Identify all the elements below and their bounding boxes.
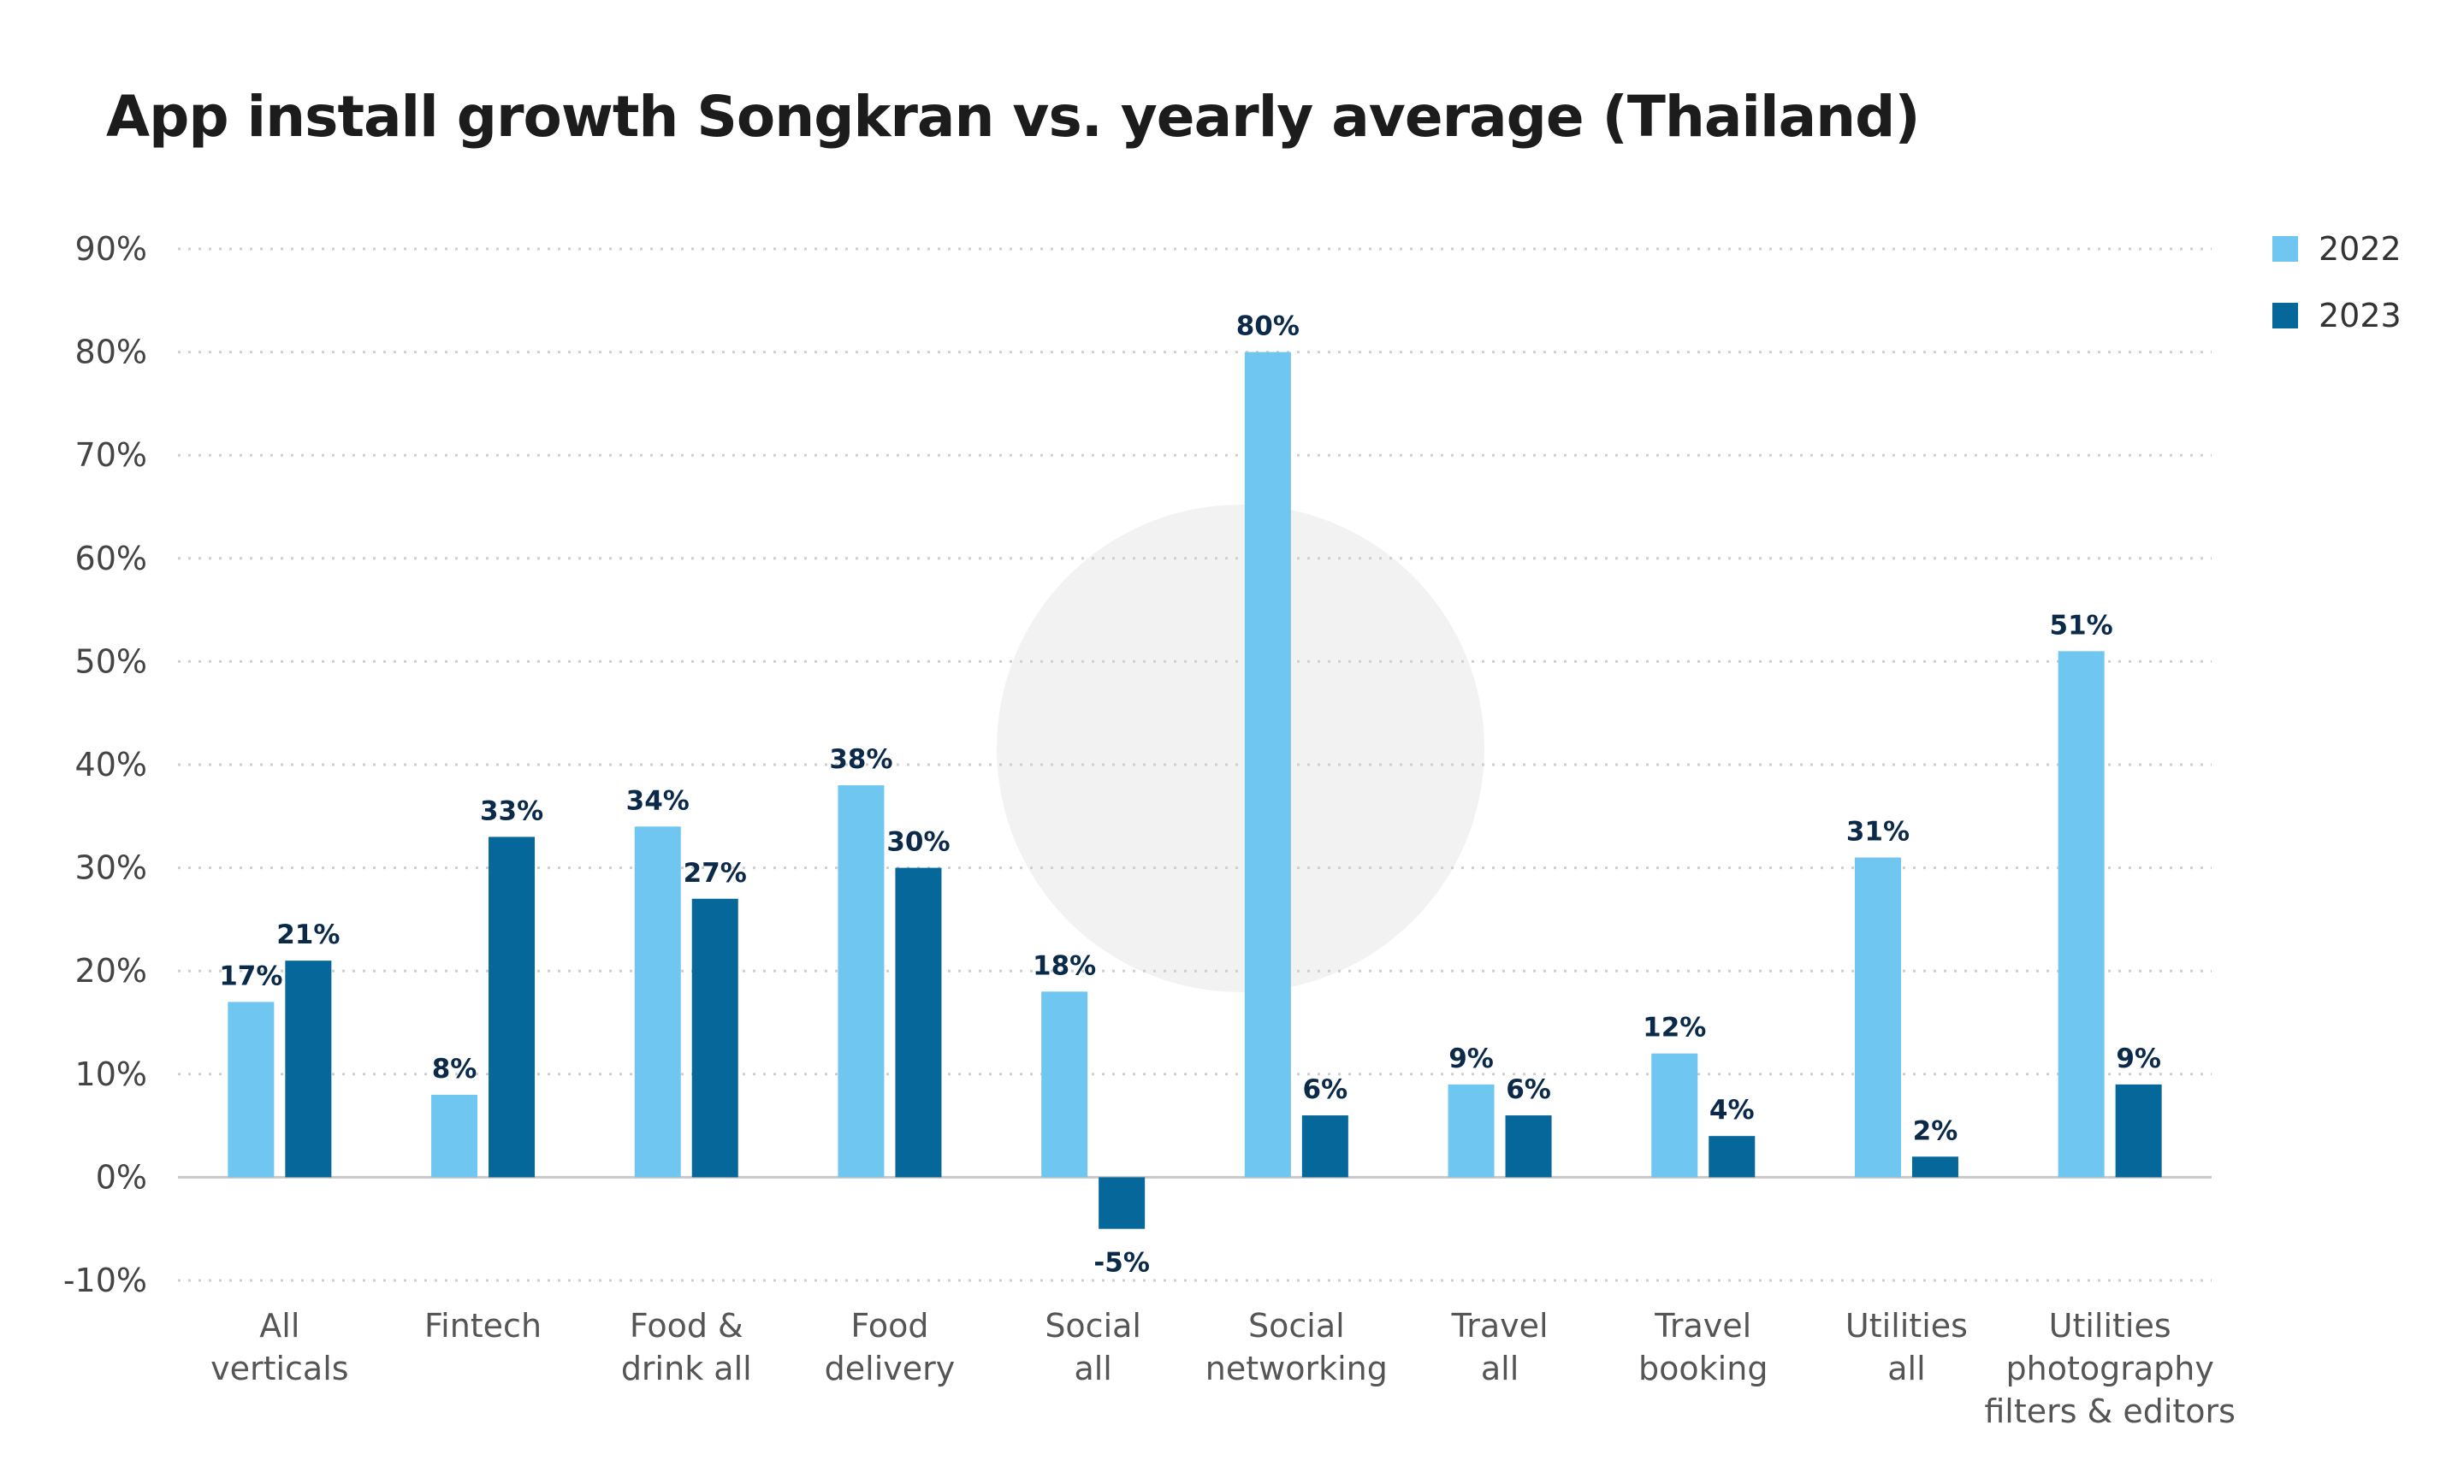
legend-item-2022: 2022 [2272,216,2402,282]
bar-2022-2 [634,826,681,1178]
data-label-2023-7: 4% [1709,1095,1755,1126]
x-tick-label-9-0: Utilities [2049,1307,2171,1345]
y-tick-label-2: 10% [75,1055,147,1093]
y-tick-label-1: 0% [96,1158,147,1196]
legend-label-2022: 2022 [2319,230,2402,268]
data-label-2022-8: 31% [1846,817,1910,848]
chart-title: App install growth Songkran vs. yearly a… [106,84,1921,150]
y-tick-label-4: 30% [75,849,147,887]
y-tick-label-9: 80% [75,334,147,371]
bar-2023-9 [2115,1084,2162,1178]
bar-2023-2 [691,898,738,1178]
x-tick-label-4-0: Social [1045,1307,1141,1345]
bar-2022-4 [1041,991,1088,1178]
data-label-2023-4: -5% [1093,1248,1150,1279]
x-tick-label-2-1: drink all [621,1350,752,1387]
bar-2023-3 [895,867,942,1178]
data-label-2022-7: 12% [1643,1013,1706,1044]
bar-2023-6 [1505,1115,1552,1178]
y-tick-label-10: 90% [75,230,147,268]
data-label-2023-0: 21% [276,919,340,950]
legend: 2022 2023 [2272,216,2402,349]
bar-2023-1 [489,837,536,1178]
data-label-2022-4: 18% [1033,950,1096,981]
data-label-2023-9: 9% [2116,1044,2161,1074]
data-label-2023-2: 27% [684,858,747,889]
x-tick-label-3-1: delivery [825,1350,956,1387]
y-tick-label-3: 20% [75,952,147,990]
bar-2022-5 [1244,352,1291,1178]
x-tick-label-2-0: Food & [630,1307,743,1345]
legend-swatch-2022 [2272,236,2298,262]
legend-item-2023: 2023 [2272,282,2402,349]
bar-2023-5 [1301,1115,1348,1178]
x-tick-label-3-0: Food [850,1307,928,1345]
bar-2023-7 [1709,1136,1756,1178]
data-label-2023-1: 33% [480,795,543,826]
y-tick-label-7: 60% [75,540,147,577]
x-tick-label-9-1: photography [2005,1350,2213,1387]
x-tick-label-8-0: Utilities [1845,1307,1968,1345]
bar-2023-0 [285,961,332,1178]
x-tick-label-5-0: Social [1248,1307,1345,1345]
x-tick-label-4-1: all [1074,1350,1111,1387]
data-label-2023-3: 30% [886,827,950,858]
y-tick-label-6: 50% [75,642,147,680]
bar-2022-3 [838,785,885,1178]
bar-2022-1 [431,1094,478,1178]
x-tick-label-7-1: booking [1638,1350,1768,1387]
x-tick-label-0-1: verticals [210,1350,348,1387]
legend-swatch-2023 [2272,303,2298,328]
x-tick-label-6-0: Travel [1451,1307,1549,1345]
x-tick-label-9-2: filters & editors [1984,1392,2236,1430]
data-label-2022-2: 34% [626,785,690,816]
x-tick-label-1-0: Fintech [424,1307,542,1345]
data-label-2022-5: 80% [1236,311,1300,342]
data-label-2022-3: 38% [829,744,892,775]
y-tick-label-0: -10% [63,1262,147,1299]
bar-2023-8 [1911,1156,1958,1178]
data-label-2022-0: 17% [219,961,282,991]
x-tick-label-5-1: networking [1205,1350,1388,1387]
bar-2022-8 [1854,857,1901,1178]
data-label-2022-6: 9% [1448,1044,1494,1074]
bar-2022-6 [1448,1084,1495,1178]
legend-label-2023: 2023 [2319,297,2402,334]
data-label-2023-5: 6% [1303,1074,1348,1105]
data-label-2022-9: 51% [2050,610,2113,641]
y-tick-label-8: 70% [75,436,147,474]
y-tick-label-5: 40% [75,746,147,783]
bar-2022-9 [2058,651,2105,1178]
bar-2022-7 [1651,1053,1698,1178]
bar-2022-0 [228,1002,275,1178]
watermark-logo [997,505,1484,992]
x-tick-label-7-0: Travel [1654,1307,1751,1345]
data-label-2022-1: 8% [432,1054,477,1085]
x-tick-label-6-1: all [1481,1350,1519,1387]
x-tick-label-0-0: All [259,1307,299,1345]
data-label-2023-8: 2% [1913,1115,1958,1146]
bar-2023-4 [1099,1177,1146,1229]
x-tick-label-8-1: all [1887,1350,1925,1387]
data-label-2023-6: 6% [1506,1074,1551,1105]
